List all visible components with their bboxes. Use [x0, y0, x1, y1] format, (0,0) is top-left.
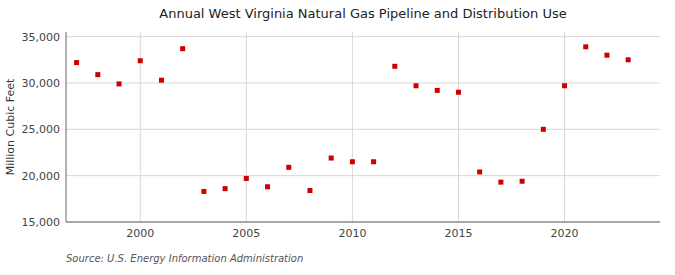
scatter-point: [520, 179, 525, 184]
x-tick-label: 2010: [338, 227, 366, 240]
y-tick-label: 35,000: [22, 31, 61, 44]
y-tick-label: 20,000: [22, 170, 61, 183]
y-axis-label: Million Cubic Feet: [4, 78, 17, 175]
y-tick-label: 15,000: [22, 216, 61, 229]
x-tick-label: 2005: [232, 227, 260, 240]
x-grid-line: [352, 32, 353, 222]
y-grid-line: [66, 82, 660, 83]
x-grid-line: [564, 32, 565, 222]
scatter-point: [286, 165, 291, 170]
y-tick-label: 25,000: [22, 123, 61, 136]
grid: [66, 32, 660, 222]
y-grid-line: [66, 222, 660, 223]
y-grid-line: [66, 129, 660, 130]
source-annotation: Source: U.S. Energy Information Administ…: [66, 253, 303, 264]
scatter-point: [244, 176, 249, 181]
scatter-point: [477, 169, 482, 174]
scatter-point: [117, 81, 122, 86]
scatter-point: [541, 127, 546, 132]
y-tick-label: 30,000: [22, 77, 61, 90]
scatter-point: [95, 72, 100, 77]
scatter-point: [498, 180, 503, 185]
scatter-point: [562, 83, 567, 88]
scatter-point: [435, 88, 440, 93]
scatter-point: [371, 159, 376, 164]
x-grid-line: [246, 32, 247, 222]
scatter-point: [329, 156, 334, 161]
scatter-point: [223, 186, 228, 191]
scatter-point: [159, 78, 164, 83]
scatter-point: [604, 53, 609, 58]
scatter-point: [414, 83, 419, 88]
axes: 15,000 20,000 25,000 30,000 35,000 2000 2005 20…: [22, 31, 661, 240]
scatter-point: [307, 188, 312, 193]
scatter-point: [265, 184, 270, 189]
scatter-point: [180, 46, 185, 51]
x-grid-line: [458, 32, 459, 222]
y-grid-line: [66, 36, 660, 37]
x-tick-label: 2020: [551, 227, 579, 240]
scatter-point: [583, 44, 588, 49]
x-tick-label: 2015: [444, 227, 472, 240]
scatter-point: [456, 90, 461, 95]
scatter-point: [138, 58, 143, 63]
scatter-point: [201, 189, 206, 194]
points: [74, 44, 631, 194]
scatter-point: [392, 64, 397, 69]
chart-svg: Annual West Virginia Natural Gas Pipelin…: [0, 0, 675, 275]
y-axis-line: [66, 32, 67, 222]
chart-container: Annual West Virginia Natural Gas Pipelin…: [0, 0, 675, 275]
x-tick-label: 2000: [126, 227, 154, 240]
x-axis-line: [66, 222, 660, 223]
scatter-point: [350, 159, 355, 164]
y-grid-line: [66, 175, 660, 176]
title: Annual West Virginia Natural Gas Pipelin…: [159, 6, 566, 21]
scatter-point: [626, 57, 631, 62]
scatter-point: [74, 60, 79, 65]
